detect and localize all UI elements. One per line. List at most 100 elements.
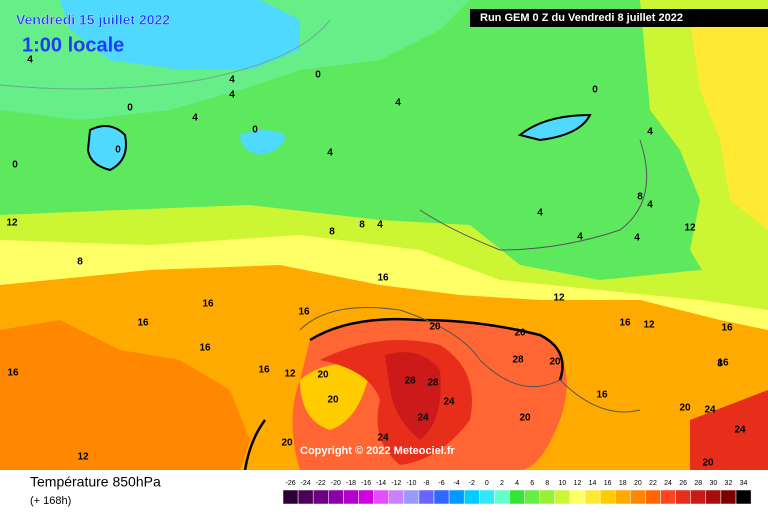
- scale-swatch: [675, 489, 691, 505]
- scale-label: -26: [285, 480, 295, 487]
- scale-label: -10: [406, 480, 416, 487]
- contour-label: 20: [702, 458, 714, 469]
- contour-label: 20: [429, 322, 441, 333]
- contour-label: 0: [315, 70, 321, 81]
- scale-swatch: [448, 489, 465, 505]
- coastline: [299, 307, 641, 413]
- contour-label: 4: [27, 55, 33, 66]
- contour-label: 16: [619, 318, 631, 329]
- scale-swatch: [479, 489, 495, 505]
- forecast-time: 1:00 locale: [22, 34, 124, 56]
- scale-swatch: [584, 489, 601, 505]
- contour-label: 0: [252, 125, 258, 136]
- contour-label: 24: [417, 413, 429, 424]
- contour-label: 4: [229, 90, 235, 101]
- scale-swatch: [418, 489, 435, 505]
- contour-label: 20: [514, 328, 526, 339]
- scale-swatch: [328, 489, 344, 505]
- contour-label: 16: [596, 390, 608, 401]
- scale-label: -6: [438, 480, 444, 487]
- contour-label: 16: [377, 273, 389, 284]
- scale-label: -8: [423, 480, 429, 487]
- scale-swatch: [388, 489, 405, 505]
- scale-swatch: [494, 489, 510, 505]
- contour-line: [243, 419, 267, 471]
- scale-label: 32: [725, 480, 733, 487]
- contour-label: 12: [6, 218, 18, 229]
- scale-swatch: [539, 489, 556, 505]
- contour-label: 20: [317, 370, 329, 381]
- scale-label: 24: [664, 480, 672, 487]
- contour-label: 28: [512, 355, 524, 366]
- contour-label: 16: [298, 307, 310, 318]
- scale-swatch: [509, 489, 525, 505]
- scale-label: -14: [376, 480, 386, 487]
- scale-label: 6: [530, 480, 534, 487]
- contour-label: 4: [577, 232, 583, 243]
- contour-label: 16: [721, 323, 733, 334]
- zone-hot: [0, 320, 250, 470]
- scale-swatch: [599, 489, 616, 505]
- scale-label: 8: [545, 480, 549, 487]
- coastline: [419, 139, 648, 251]
- contour-label: 0: [115, 145, 121, 156]
- scale-swatch: [660, 489, 676, 505]
- contour-label: 20: [327, 395, 339, 406]
- scale-swatch: [297, 489, 314, 505]
- contour-label: 24: [734, 425, 746, 436]
- scale-label: -24: [301, 480, 311, 487]
- scale-label: -20: [331, 480, 341, 487]
- contour-label: 20: [281, 438, 293, 449]
- contour-label: 20: [679, 403, 691, 414]
- scale-swatch: [433, 489, 450, 505]
- contour-label: 8: [77, 257, 83, 268]
- contour-label: 16: [7, 368, 19, 379]
- contour-label: 12: [284, 369, 296, 380]
- contour-label: 4: [192, 113, 198, 124]
- contour-label: 8: [329, 227, 335, 238]
- zone-cold: [517, 113, 592, 142]
- scale-label: 14: [589, 480, 597, 487]
- contour-label: 24: [377, 433, 389, 444]
- contour-label: 8: [717, 359, 723, 370]
- scale-label: 28: [694, 480, 702, 487]
- contour-label: 4: [395, 98, 401, 109]
- scale-label: 34: [740, 480, 748, 487]
- run-banner: [470, 9, 768, 27]
- contour-label: 16: [717, 358, 729, 369]
- scale-swatch: [358, 489, 374, 505]
- color-scale: -26 -24 -22 -20 -18 -16 -14 -12 -10 -8 -6 -4 -2 0 2 4 6 8…: [282, 480, 752, 505]
- forecast-date: Vendredi 15 juillet 2022: [16, 12, 170, 28]
- contour-label: 8: [637, 192, 643, 203]
- scale-swatch: [312, 489, 329, 505]
- contour-label: 24: [704, 405, 716, 416]
- scale-swatch: [720, 489, 737, 505]
- scale-swatch: [463, 489, 480, 505]
- legend-title: Température 850hPa: [30, 474, 161, 490]
- zone-cold: [240, 130, 285, 155]
- legend-subtitle: (+ 168h): [30, 495, 71, 507]
- scale-swatch: [630, 489, 646, 505]
- contour-label: 16: [258, 365, 270, 376]
- scale-swatch: [282, 489, 299, 505]
- scale-label: 0: [485, 480, 489, 487]
- scale-label: 22: [649, 480, 657, 487]
- scale-swatch: [690, 489, 707, 505]
- contour-label: 28: [427, 378, 439, 389]
- scale-swatch: [614, 489, 631, 505]
- contour-label: 0: [127, 103, 133, 114]
- scale-swatch: [373, 489, 389, 505]
- scale-label: -12: [391, 480, 401, 487]
- scale-swatch: [343, 489, 359, 505]
- scale-label: 12: [574, 480, 582, 487]
- contour-label: 20: [549, 357, 561, 368]
- contour-label: 4: [647, 200, 653, 211]
- scale-label: -16: [361, 480, 371, 487]
- contour-label: 4: [229, 75, 235, 86]
- scale-label: 20: [634, 480, 642, 487]
- scale-label: -2: [469, 480, 475, 487]
- zone-very-hot: [690, 390, 768, 470]
- scale-label: 4: [515, 480, 519, 487]
